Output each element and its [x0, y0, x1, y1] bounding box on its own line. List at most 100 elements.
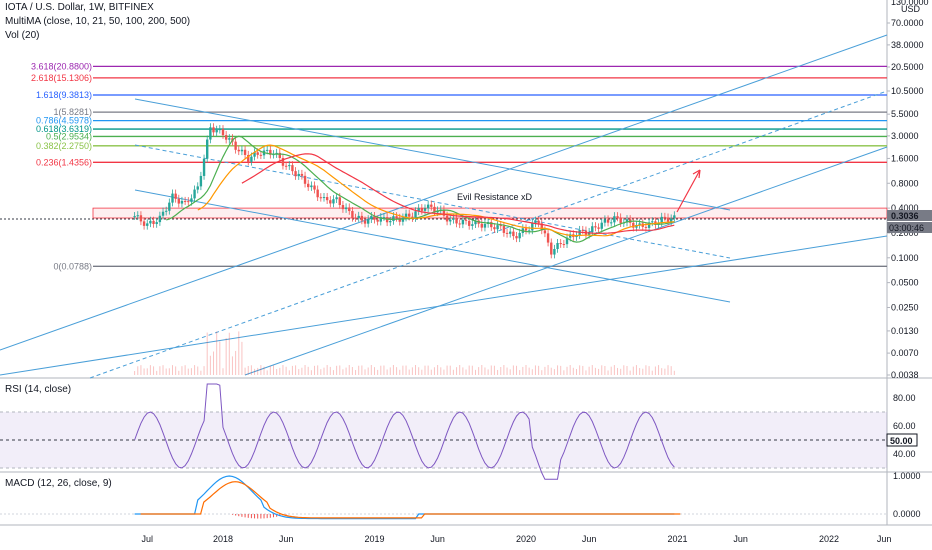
candle-body: [180, 200, 184, 204]
symbol-title: IOTA / U.S. Dollar, 1W, BITFINEX: [5, 2, 154, 13]
candle-body: [335, 197, 338, 200]
candle-body: [638, 223, 641, 225]
candle-body: [316, 189, 319, 198]
rsi-value-badge: [886, 433, 918, 447]
candle-body: [187, 201, 190, 203]
price-tick-label: 10.5000: [891, 86, 924, 96]
candle-body: [455, 218, 458, 224]
candle-body: [259, 154, 263, 156]
price-tick-label: 20.5000: [891, 62, 924, 72]
macd-line: [134, 475, 675, 520]
candle-body: [537, 220, 540, 224]
candle-body: [168, 202, 171, 211]
candle-body: [243, 149, 247, 155]
rsi-legend: RSI (14, close): [5, 384, 72, 395]
candle-body: [559, 243, 562, 245]
candle-body: [505, 232, 509, 234]
countdown-badge: [887, 221, 932, 233]
trendline: [0, 34, 888, 351]
candle-body: [392, 216, 395, 222]
candle-body: [515, 236, 518, 239]
candle-body: [395, 216, 398, 218]
candle-body: [613, 216, 616, 223]
candle-body: [348, 207, 351, 212]
candle-body: [250, 156, 253, 162]
candle-body: [174, 193, 177, 199]
candle-body: [221, 129, 225, 136]
candle-body: [307, 183, 310, 188]
candle-body: [430, 204, 433, 207]
candle-body: [190, 198, 193, 202]
candle-body: [556, 243, 559, 249]
candle-body: [550, 242, 553, 255]
price-pane: [0, 0, 887, 378]
candle-body: [619, 217, 622, 224]
candle-body: [379, 217, 382, 222]
candle-body: [534, 220, 537, 224]
candle-body: [269, 149, 272, 155]
candle-body: [183, 200, 187, 202]
price-tick-label: 0.0130: [891, 326, 919, 336]
time-tick-label: Jun: [279, 534, 294, 544]
candle-body: [651, 221, 654, 223]
candle-body: [594, 226, 597, 228]
price-tick-label: 3.0000: [891, 131, 919, 141]
price-tick-label: 0.8000: [891, 178, 919, 188]
candle-body: [527, 230, 531, 232]
candle-body: [209, 127, 212, 140]
candle-body: [354, 217, 357, 219]
candle-body: [445, 215, 449, 222]
candle-body: [411, 216, 414, 219]
candle-body: [297, 173, 300, 177]
ma-21-line: [166, 135, 675, 243]
candle-body: [496, 225, 499, 230]
candle-body: [158, 215, 162, 223]
candle-body: [325, 197, 329, 201]
candle-body: [294, 171, 297, 177]
candle-body: [562, 244, 566, 246]
candle-body: [376, 219, 379, 222]
candle-body: [152, 220, 155, 225]
candle-body: [546, 233, 550, 243]
fib-level-label: 0.786(4.5978): [36, 116, 92, 126]
rsi-tick-label: 80.00: [893, 393, 916, 403]
candle-body: [600, 222, 603, 229]
candle-body: [389, 221, 392, 223]
macd-signal-line: [140, 481, 681, 519]
candle-body: [256, 152, 259, 155]
candle-body: [597, 227, 600, 229]
candle-body: [509, 231, 512, 234]
price-tick-label: 1.6000: [891, 153, 919, 163]
bar-countdown: 03:00:46: [889, 223, 924, 233]
candle-body: [398, 217, 401, 222]
candle-body: [540, 223, 543, 231]
candle-body: [647, 222, 651, 228]
candle-body: [202, 158, 206, 176]
price-axis-currency: USD: [901, 4, 921, 14]
candle-body: [493, 227, 496, 230]
candle-body: [303, 175, 307, 184]
candle-body: [635, 224, 638, 228]
price-tick-label: 0.0250: [891, 302, 919, 312]
candle-body: [253, 152, 256, 157]
candle-body: [332, 199, 335, 204]
candle-body: [363, 220, 367, 224]
fib-level-label: 0(0.0788): [53, 261, 92, 271]
candle-body: [449, 219, 452, 222]
candle-body: [420, 208, 424, 211]
candle-body: [632, 222, 635, 228]
candle-body: [142, 221, 146, 226]
candle-body: [139, 215, 143, 222]
candle-body: [442, 209, 446, 216]
time-tick-label: Jul: [141, 534, 153, 544]
candle-body: [518, 232, 521, 239]
candle-body: [663, 216, 667, 218]
candle-body: [193, 189, 196, 199]
candle-body: [433, 206, 436, 213]
candle-body: [234, 141, 237, 150]
candle-body: [531, 223, 534, 231]
candle-body: [237, 149, 240, 152]
candle-body: [338, 197, 341, 206]
price-axis-top: 130.0000: [891, 0, 929, 7]
